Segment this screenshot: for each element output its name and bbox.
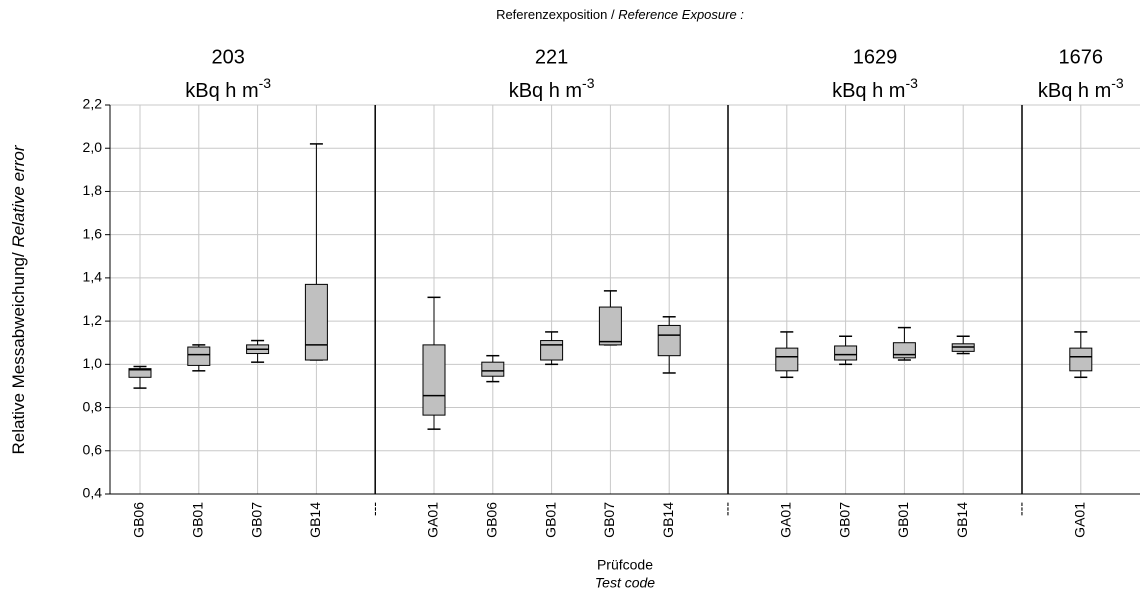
y-tick-label: 1,6	[83, 225, 103, 241]
y-tick-label: 1,0	[83, 355, 103, 371]
x-tick-label: GB07	[601, 502, 617, 538]
box	[422, 344, 446, 416]
y-axis-label: Relative Messabweichung/ Relative error	[9, 144, 28, 454]
group-unit-exponent: -3	[259, 75, 272, 91]
box	[1069, 347, 1093, 372]
box	[598, 306, 622, 346]
group-unit: kBq h m-3	[832, 75, 918, 103]
x-tick-label: GB01	[542, 502, 558, 538]
group-unit: kBq h m-3	[185, 75, 271, 103]
x-tick-label: GA01	[778, 502, 794, 538]
group-label: 1676	[1059, 46, 1104, 68]
y-tick-label: 1,8	[83, 182, 103, 198]
x-tick-label: GB01	[895, 502, 911, 538]
box	[775, 347, 799, 372]
group-unit-text: kBq h m	[832, 80, 905, 102]
group-label: 1629	[853, 46, 898, 68]
group-unit: kBq h m-3	[509, 75, 595, 103]
x-tick-label: GB06	[484, 502, 500, 538]
group-unit: kBq h m-3	[1038, 75, 1124, 103]
box	[187, 346, 211, 366]
group-unit-exponent: -3	[1111, 75, 1124, 91]
y-label-text: Relative Messabweichung/	[9, 248, 28, 455]
x-tick-label: ---	[719, 502, 735, 516]
box	[481, 361, 505, 377]
group-label: 221	[535, 46, 568, 68]
x-tick-label: GA01	[425, 502, 441, 538]
group-label: 203	[212, 46, 245, 68]
x-tick-label: ---	[366, 502, 382, 516]
top-label: Referenzexposition / Reference Exposure …	[496, 7, 744, 22]
y-tick-label: 0,6	[83, 441, 103, 457]
x-axis-label-italic: Test code	[595, 575, 655, 591]
group-unit-text: kBq h m	[1038, 80, 1111, 102]
x-tick-label: GB14	[307, 502, 323, 538]
x-tick-label: ---	[1013, 502, 1029, 516]
y-tick-label: 0,8	[83, 398, 103, 414]
y-tick-label: 1,4	[83, 269, 103, 285]
box	[834, 345, 858, 361]
group-unit-exponent: -3	[582, 75, 595, 91]
group-unit-exponent: -3	[905, 75, 918, 91]
x-axis-label: Prüfcode	[597, 557, 653, 573]
group-unit-text: kBq h m	[185, 80, 258, 102]
top-label-text: Referenzexposition /	[496, 7, 618, 22]
top-label-italic: Reference Exposure :	[618, 7, 744, 22]
y-tick-label: 2,2	[83, 96, 103, 112]
x-tick-label: GB01	[190, 502, 206, 538]
x-tick-label: GB07	[836, 502, 852, 538]
x-tick-label: GB14	[954, 502, 970, 538]
x-tick-label: GB14	[660, 502, 676, 538]
y-label-italic: Relative error	[9, 144, 28, 247]
box	[892, 342, 916, 359]
box	[540, 340, 564, 361]
box	[657, 324, 681, 357]
group-unit-text: kBq h m	[509, 80, 582, 102]
x-tick-label: GA01	[1072, 502, 1088, 538]
y-tick-label: 2,0	[83, 139, 103, 155]
x-tick-label: GB06	[131, 502, 147, 538]
box	[304, 283, 328, 361]
y-tick-label: 0,4	[83, 485, 103, 501]
box	[128, 368, 152, 378]
y-tick-label: 1,2	[83, 312, 103, 328]
x-tick-label: GB07	[248, 502, 264, 538]
